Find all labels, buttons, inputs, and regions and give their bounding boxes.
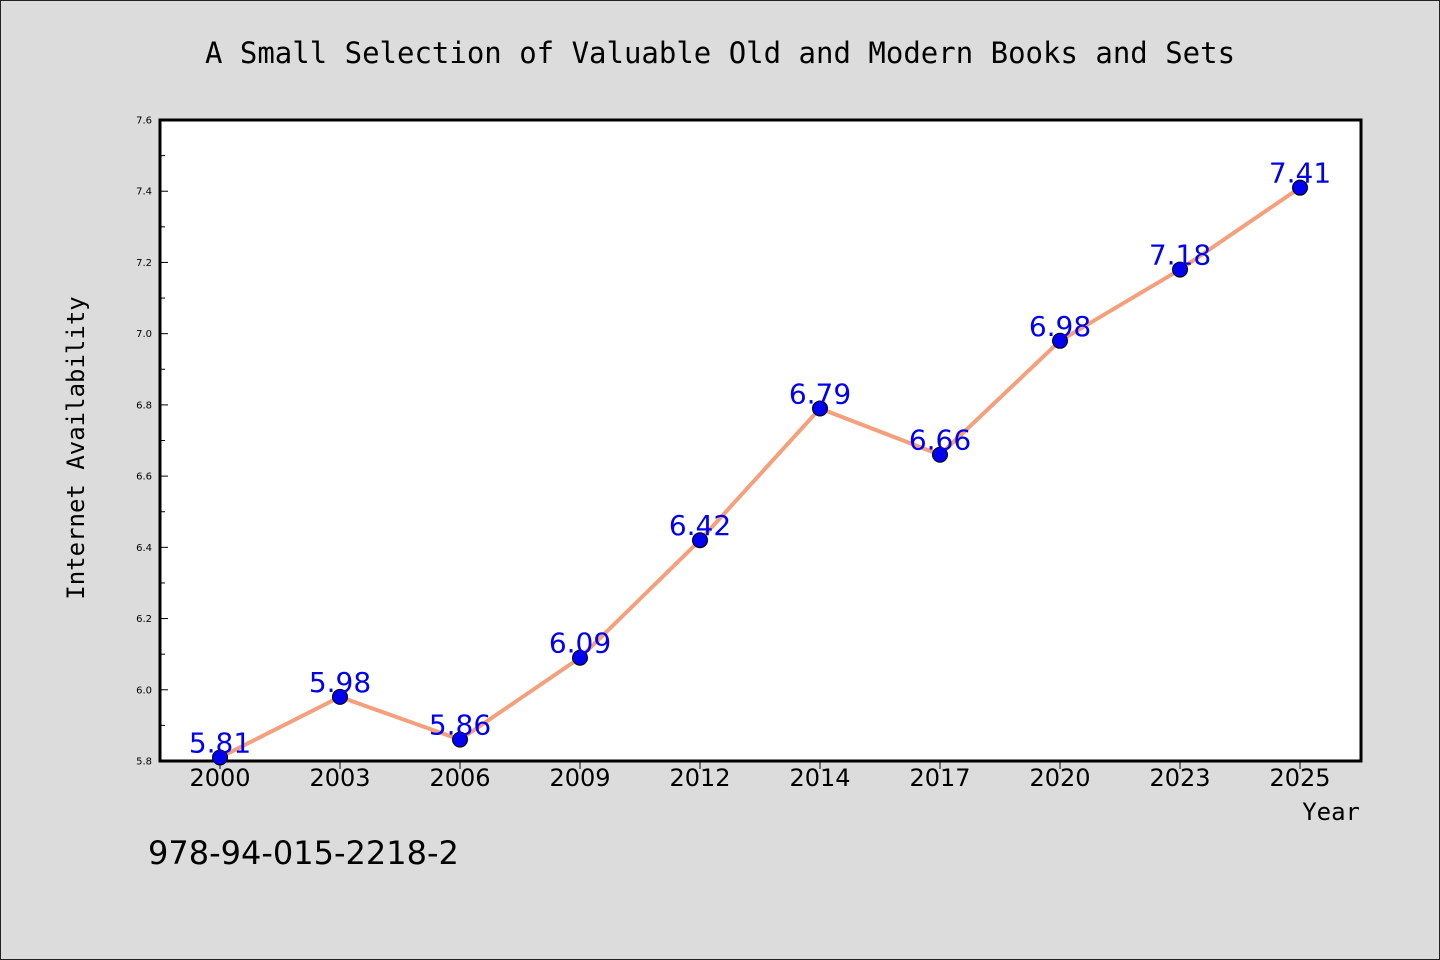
data-label: 6.09 [549,627,611,660]
y-tick-label: 6.0 [136,685,152,696]
data-label: 7.41 [1269,157,1331,190]
x-tick-label: 2023 [1149,764,1210,792]
data-point [332,688,348,705]
x-axis: 2000 2003 2006 2009 2012 2014 2017 2020 2023 2025 [189,761,1331,792]
y-tick-label: 6.2 [136,614,152,625]
x-tick-label: 2012 [669,764,730,792]
data-point [1172,261,1188,278]
data-label: 5.86 [429,709,491,742]
data-label: 6.79 [789,377,851,410]
data-point [1052,332,1068,349]
x-tick-label: 2017 [909,764,970,792]
x-axis-title: Year [1302,798,1360,826]
data-point [212,749,228,766]
data-point [572,649,588,666]
data-label: 7.18 [1149,239,1211,272]
y-tick-label: 5.8 [136,757,152,768]
series-layer: 5.81 5.98 5.86 6.09 6.42 6.79 6.66 6.98 7.18 7.41 [189,157,1331,766]
data-point [1292,179,1308,196]
plot-area [158,118,1363,763]
series-line [218,185,1302,760]
y-tick-label: 6.8 [136,400,152,411]
data-label: 6.42 [669,509,731,542]
y-axis: 5.8 6.0 6.2 6.4 6.6 6.8 7.0 7.2 7.4 7.6 [136,116,168,768]
x-tick-label: 2003 [309,764,370,792]
x-tick-label: 2014 [789,764,850,792]
data-label: 6.66 [909,424,971,457]
y-tick-label: 7.6 [136,116,152,127]
y-tick-label: 7.4 [136,187,152,198]
chart-title: A Small Selection of Valuable Old and Mo… [205,36,1235,70]
data-label: 6.98 [1029,310,1091,343]
isbn-footnote: 978-94-015-2218-2 [148,834,459,872]
data-point [692,532,708,549]
data-label: 5.98 [309,666,371,699]
y-tick-label: 6.6 [136,472,152,483]
data-point [452,731,468,748]
y-tick-label: 7.2 [136,258,152,269]
x-tick-label: 2000 [189,764,250,792]
data-point [932,446,948,463]
x-tick-label: 2009 [549,764,610,792]
data-label: 5.81 [189,726,251,759]
data-point [812,400,828,417]
y-tick-label: 6.4 [136,543,152,554]
x-tick-label: 2006 [429,764,490,792]
x-tick-label: 2020 [1029,764,1090,792]
x-tick-label: 2025 [1269,764,1330,792]
y-tick-label: 7.0 [136,329,152,340]
y-axis-title: Internet Availability [62,296,90,599]
